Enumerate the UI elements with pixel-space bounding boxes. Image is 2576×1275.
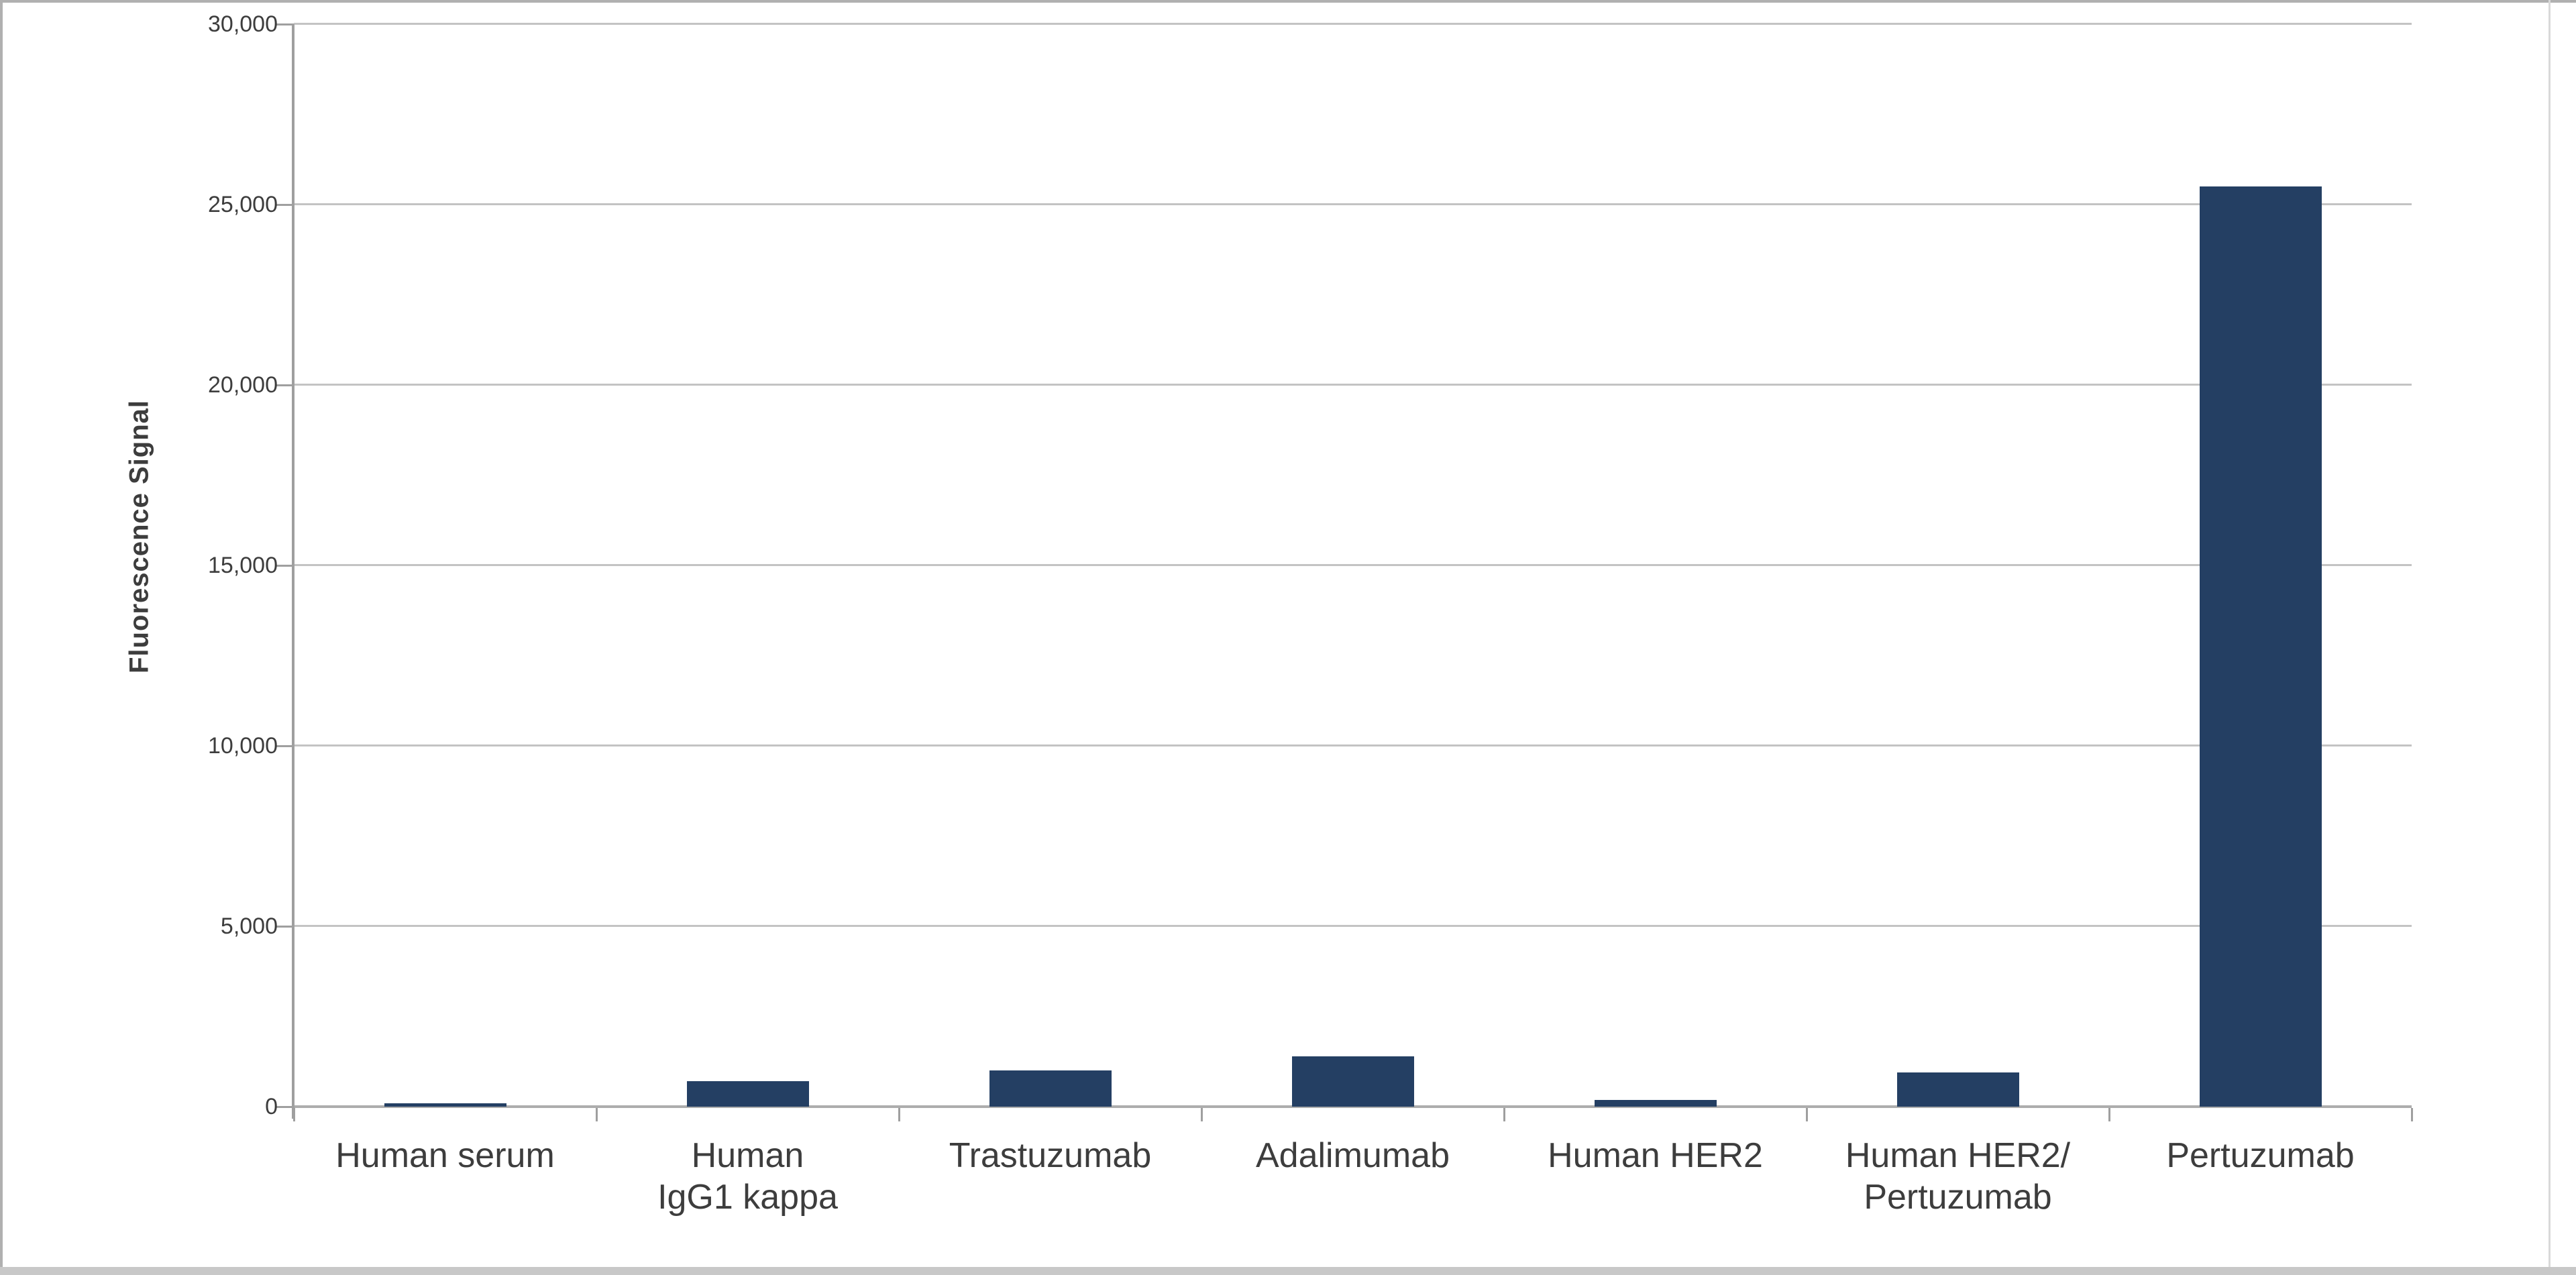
x-category-label-human-her2: Human HER2 — [1548, 1136, 1763, 1175]
y-axis-tick-10000 — [276, 745, 294, 747]
y-axis-tick-25000 — [276, 204, 294, 206]
y-tick-label-10000: 10,000 — [208, 733, 278, 759]
y-axis-tick-30000 — [276, 23, 294, 25]
y-axis-tick-15000 — [276, 565, 294, 567]
bar-human-her2 — [1594, 1100, 1717, 1107]
image-border-right — [2548, 0, 2551, 1275]
x-category-label-human-her2-pertuzumab: Human HER2/ Pertuzumab — [1845, 1136, 2071, 1217]
y-axis-tick-0 — [276, 1106, 294, 1108]
y-tick-label-20000: 20,000 — [208, 372, 278, 398]
x-axis-tick-1 — [596, 1108, 598, 1121]
x-axis-tick-5 — [1806, 1108, 1808, 1121]
gridline-10000 — [294, 744, 2412, 746]
y-axis-title: Fluorescence Signal — [124, 399, 154, 674]
bar-human-serum — [384, 1103, 506, 1107]
x-axis-tick-3 — [1201, 1108, 1203, 1121]
y-tick-label-30000: 30,000 — [208, 11, 278, 37]
x-axis-tick-6 — [2108, 1108, 2110, 1121]
gridline-5000 — [294, 925, 2412, 927]
x-axis-tick-7 — [2411, 1108, 2413, 1121]
image-border-left — [0, 0, 3, 1275]
bar-trastuzumab — [989, 1070, 1112, 1107]
gridline-20000 — [294, 384, 2412, 386]
image-border-top — [0, 0, 2576, 3]
gridline-0 — [294, 1105, 2412, 1108]
bar-pertuzumab — [2199, 186, 2322, 1107]
x-category-label-pertuzumab: Pertuzumab — [2166, 1136, 2355, 1175]
x-axis-tick-0 — [293, 1108, 295, 1121]
gridline-15000 — [294, 564, 2412, 566]
y-axis-tick-20000 — [276, 384, 294, 386]
y-tick-label-15000: 15,000 — [208, 553, 278, 578]
y-axis-tick-5000 — [276, 926, 294, 928]
bar-adalimumab — [1291, 1056, 1414, 1107]
x-axis-tick-4 — [1503, 1108, 1505, 1121]
x-category-label-trastuzumab: Trastuzumab — [949, 1136, 1152, 1175]
bar-human-her2-pertuzumab — [1896, 1072, 2019, 1107]
gridline-30000 — [294, 23, 2412, 25]
x-axis-tick-2 — [898, 1108, 900, 1121]
y-tick-label-0: 0 — [265, 1094, 278, 1119]
bar-human-igg1-kappa — [686, 1081, 809, 1107]
image-border-bottom — [0, 1267, 2576, 1275]
y-tick-label-25000: 25,000 — [208, 192, 278, 217]
x-category-label-human-igg1-kappa: Human IgG1 kappa — [657, 1136, 838, 1217]
x-category-label-human-serum: Human serum — [335, 1136, 555, 1175]
y-axis-line — [292, 24, 294, 1119]
gridline-25000 — [294, 203, 2412, 205]
y-tick-label-5000: 5,000 — [220, 913, 278, 939]
x-category-label-adalimumab: Adalimumab — [1255, 1136, 1450, 1175]
